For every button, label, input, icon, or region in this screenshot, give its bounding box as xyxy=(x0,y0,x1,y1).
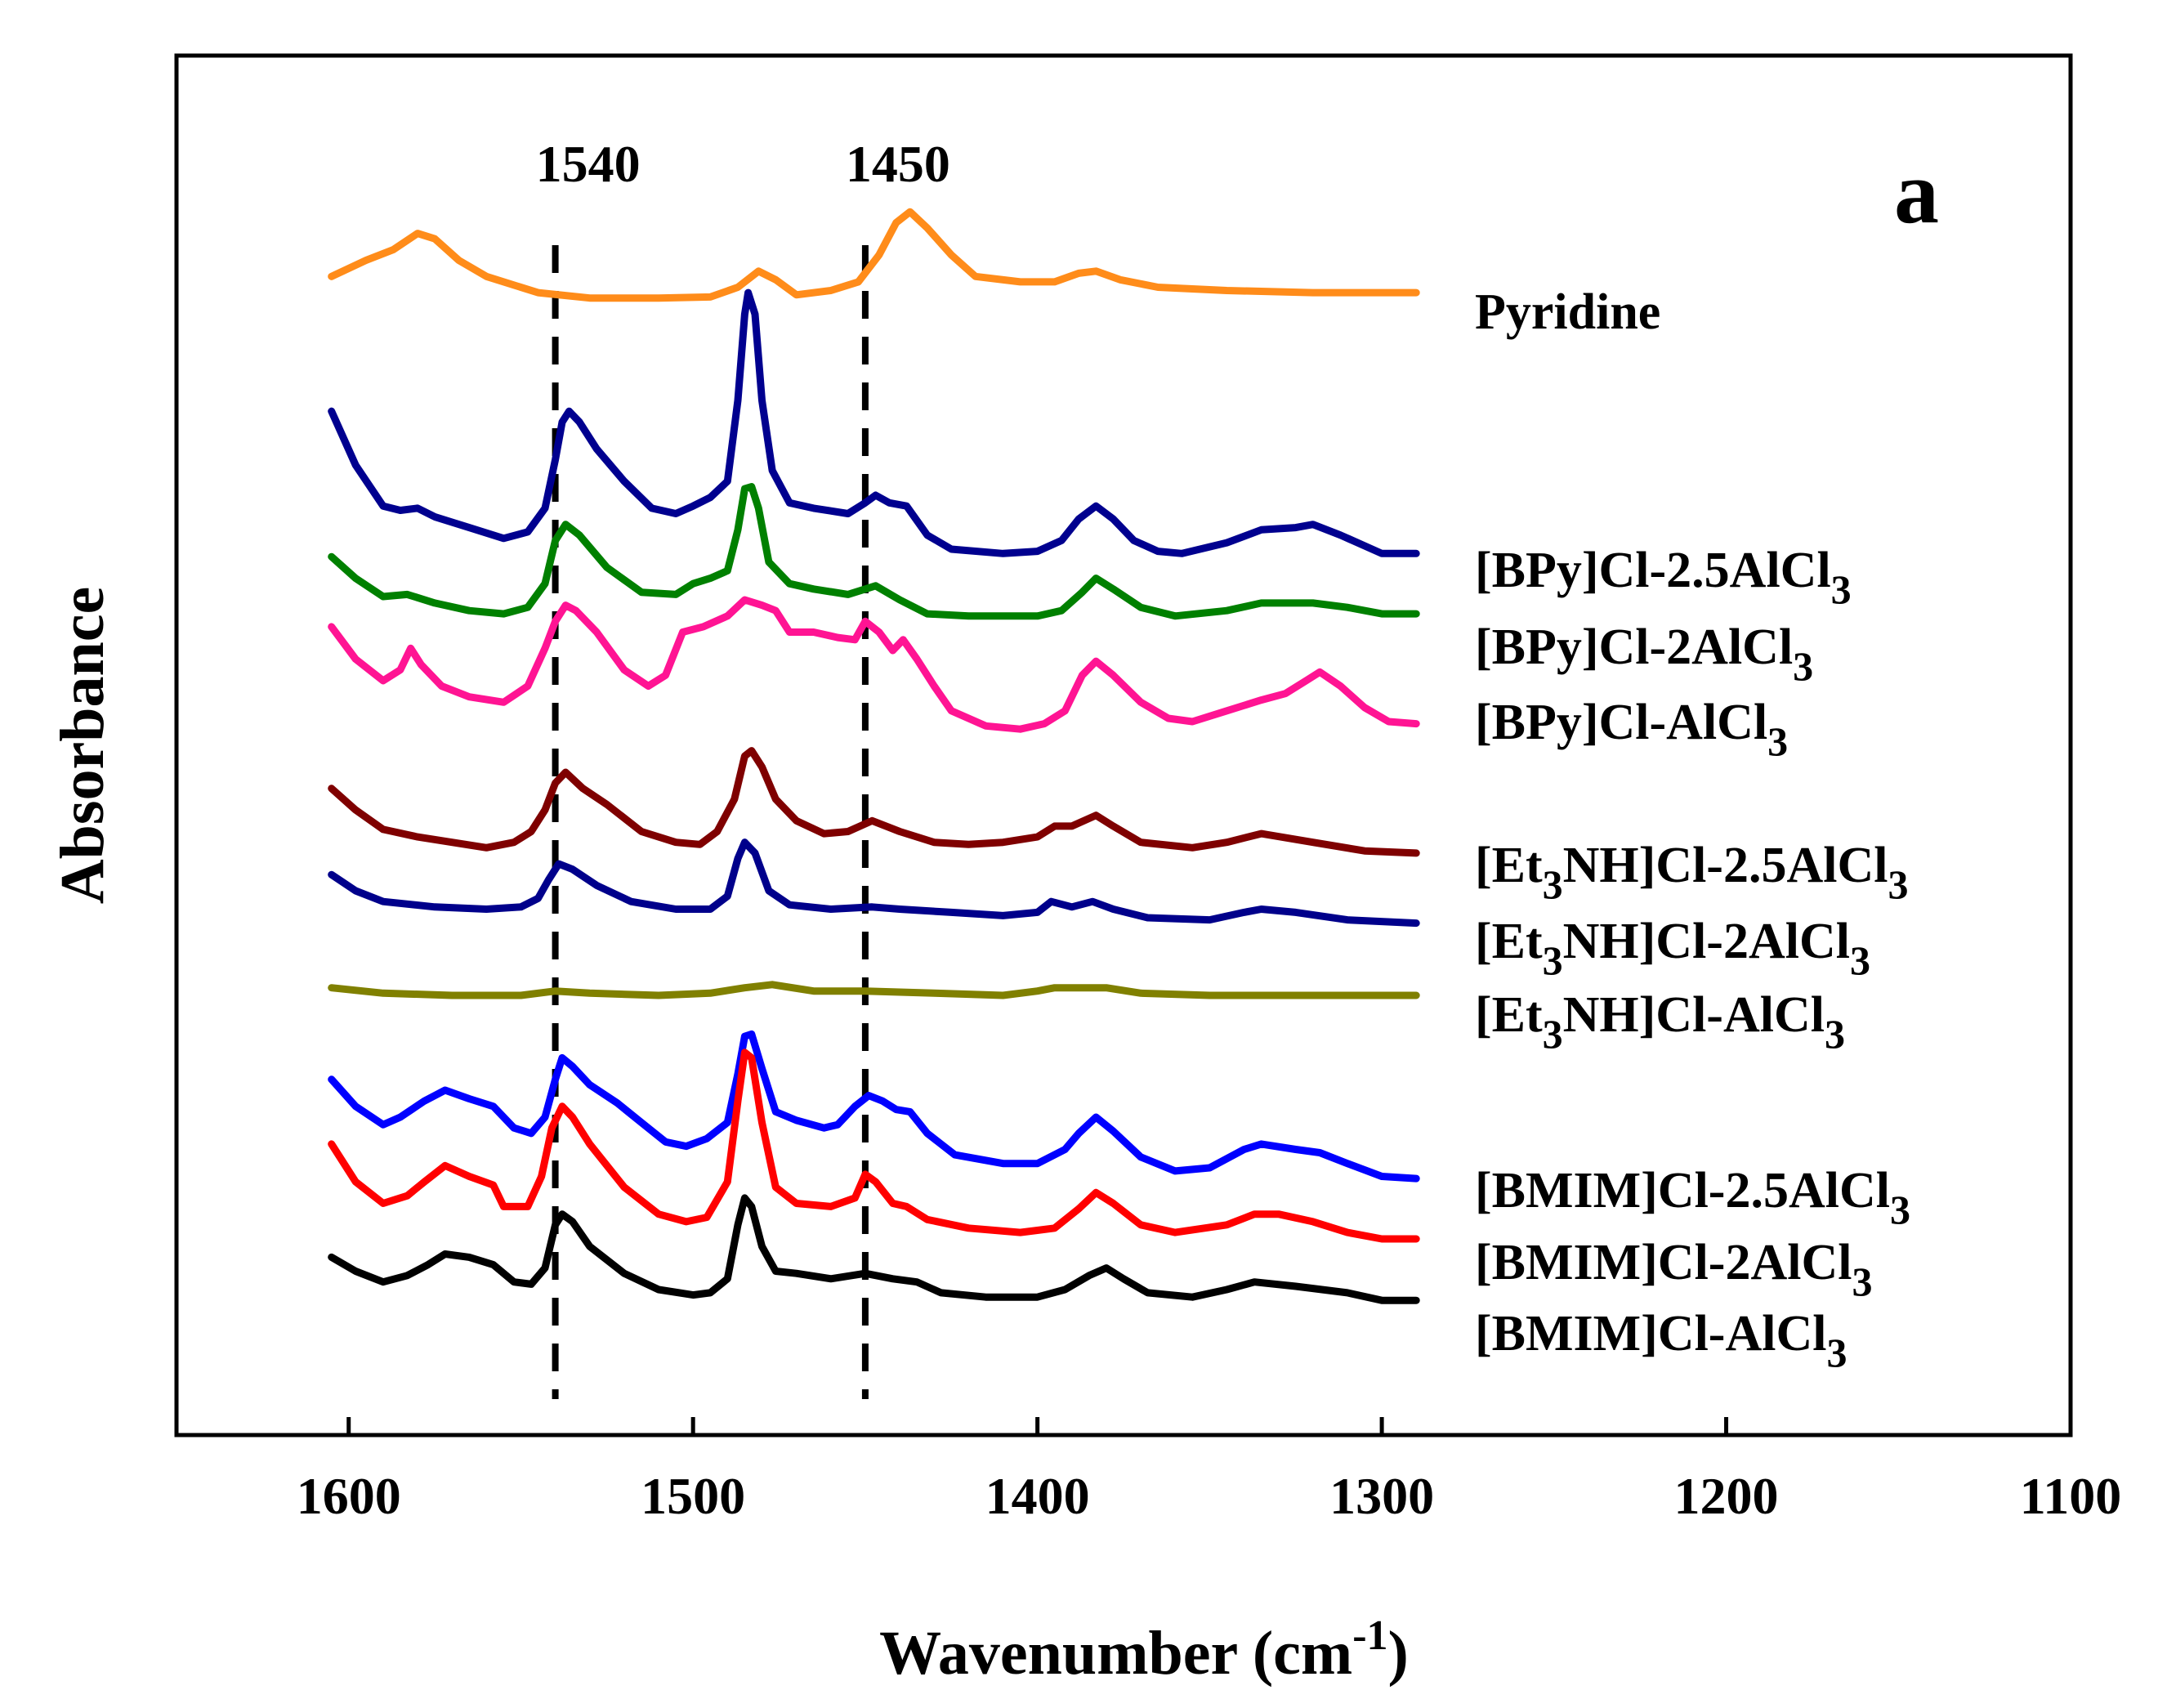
series-label-2: [BPy]Cl-2AlCl3 xyxy=(1475,619,1813,689)
x-tick-label-1500: 1500 xyxy=(641,1467,745,1525)
series-label-9: [BMIM]Cl-AlCl3 xyxy=(1475,1306,1847,1375)
x-axis-title-end: ) xyxy=(1388,1619,1409,1688)
x-tick-label-1400: 1400 xyxy=(985,1467,1090,1525)
series-label-3: [BPy]Cl-AlCl3 xyxy=(1475,695,1788,764)
series-lines xyxy=(328,208,1420,1304)
y-axis-title: Absorbance xyxy=(48,587,117,904)
series-line-6 xyxy=(328,981,1420,999)
plot-frame xyxy=(174,53,2073,1437)
x-tick-label-1200: 1200 xyxy=(1674,1467,1779,1525)
series-line-7 xyxy=(328,1030,1420,1183)
series-label-4: [Et3NH]Cl-2.5AlCl3 xyxy=(1475,838,1908,907)
series-line-4 xyxy=(328,747,1420,857)
series-line-8 xyxy=(328,1048,1420,1243)
x-tick-label-1300: 1300 xyxy=(1329,1467,1434,1525)
series-line-0 xyxy=(328,208,1420,302)
panel-letter: a xyxy=(1894,142,1939,242)
series-line-5 xyxy=(328,838,1420,928)
x-axis-title-main: Wavenumber (cm xyxy=(879,1619,1352,1688)
x-axis-title-sup: -1 xyxy=(1352,1612,1387,1659)
x-axis-ticks: 1600 1500 1400 1300 1200 1100 xyxy=(297,1417,2121,1525)
series-label-5: [Et3NH]Cl-2AlCl3 xyxy=(1475,914,1870,983)
series-label-7: [BMIM]Cl-2.5AlCl3 xyxy=(1475,1163,1910,1232)
series-labels: Pyridine[BPy]Cl-2.5AlCl3[BPy]Cl-2AlCl3[B… xyxy=(1475,284,1910,1375)
series-label-6: [Et3NH]Cl-AlCl3 xyxy=(1475,987,1845,1057)
series-line-1 xyxy=(328,288,1420,557)
series-label-1: [BPy]Cl-2.5AlCl3 xyxy=(1475,543,1852,612)
ref-label-1540: 1540 xyxy=(536,135,641,193)
series-line-3 xyxy=(328,596,1420,733)
x-tick-label-1600: 1600 xyxy=(297,1467,401,1525)
series-label-0: Pyridine xyxy=(1475,284,1660,340)
series-line-2 xyxy=(328,483,1420,620)
x-axis-title: Wavenumber (cm-1) xyxy=(879,1612,1409,1688)
series-line-9 xyxy=(328,1194,1420,1304)
series-label-8: [BMIM]Cl-2AlCl3 xyxy=(1475,1235,1872,1304)
ref-label-1450: 1450 xyxy=(846,135,950,193)
x-tick-label-1100: 1100 xyxy=(2020,1467,2121,1525)
